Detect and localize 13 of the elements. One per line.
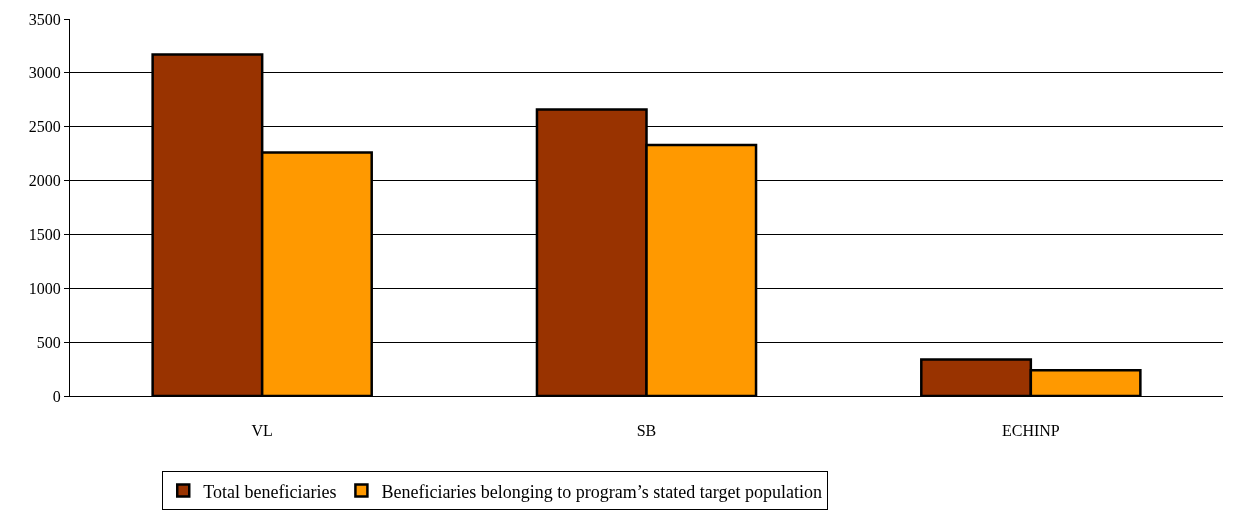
y-tick-label: 500 bbox=[36, 333, 61, 351]
y-tick-label: 0 bbox=[52, 387, 61, 405]
legend-label: Total beneficiaries bbox=[203, 481, 337, 502]
y-tick-label: 2000 bbox=[28, 172, 61, 190]
y-tick-label: 1000 bbox=[28, 279, 61, 297]
x-tick-label: SB bbox=[636, 422, 657, 440]
y-tick-label: 3000 bbox=[28, 64, 61, 82]
y-tick-label: 2500 bbox=[28, 118, 61, 136]
x-tick-label: VL bbox=[251, 422, 273, 440]
x-tick-label: ECHINP bbox=[1001, 422, 1060, 440]
y-tick-label: 3500 bbox=[28, 10, 61, 28]
legend-label: Beneficiaries belonging to program’s stated target population bbox=[381, 481, 822, 502]
y-tick-label: 1500 bbox=[28, 226, 61, 244]
